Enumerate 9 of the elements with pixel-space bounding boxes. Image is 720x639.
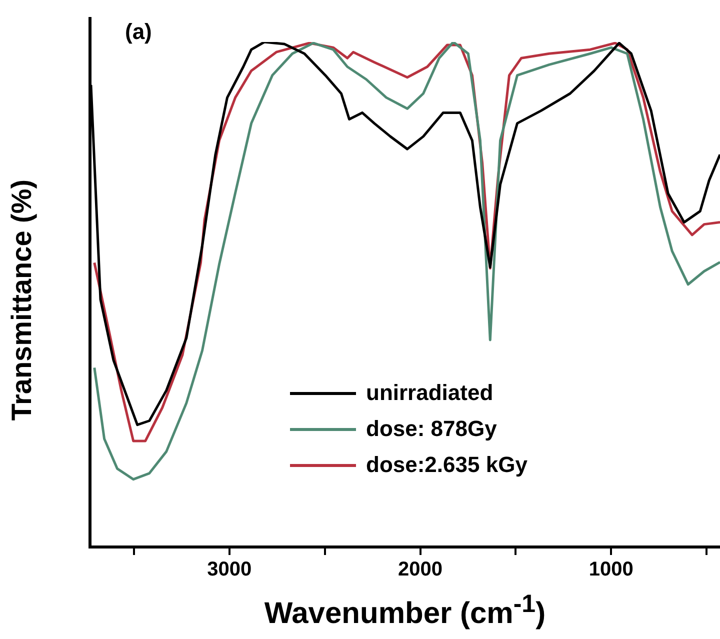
x-tick-label: 1000 — [588, 558, 634, 581]
legend-label: unirradiated — [366, 380, 494, 406]
x-tick-label: 2000 — [398, 558, 443, 581]
legend-label: dose: 878Gy — [366, 416, 497, 442]
legend-label: dose:2.635 kGy — [366, 452, 528, 478]
x-tick-label: 3000 — [207, 558, 252, 581]
y-axis-title: Transmittance (%) — [6, 179, 38, 421]
annotation: (a) — [125, 19, 152, 44]
x-axis-title: Wavenumber (cm$^{-1}$) — [263, 590, 547, 631]
